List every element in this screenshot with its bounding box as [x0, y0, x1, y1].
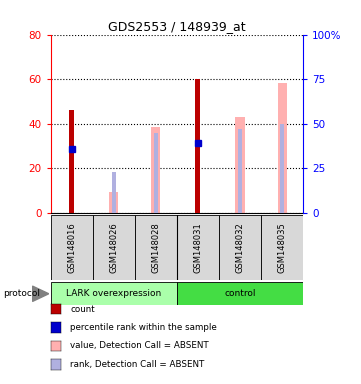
- Title: GDS2553 / 148939_at: GDS2553 / 148939_at: [108, 20, 246, 33]
- Bar: [154, 133, 158, 213]
- Bar: [151, 127, 160, 213]
- Text: GSM148026: GSM148026: [109, 222, 118, 273]
- Bar: [177, 282, 303, 305]
- Bar: [177, 215, 219, 280]
- Text: GSM148016: GSM148016: [67, 222, 76, 273]
- Bar: [112, 172, 116, 213]
- Text: control: control: [224, 289, 256, 298]
- Text: GSM148031: GSM148031: [193, 222, 203, 273]
- Bar: [135, 215, 177, 280]
- Bar: [278, 83, 287, 213]
- Text: LARK overexpression: LARK overexpression: [66, 289, 161, 298]
- Bar: [109, 192, 118, 213]
- Text: GSM148028: GSM148028: [151, 222, 160, 273]
- Bar: [93, 215, 135, 280]
- Bar: [219, 215, 261, 280]
- Bar: [235, 117, 245, 213]
- Bar: [280, 124, 284, 213]
- Bar: [51, 282, 177, 305]
- Bar: [195, 79, 200, 213]
- Bar: [69, 111, 74, 213]
- Text: GSM148035: GSM148035: [278, 222, 287, 273]
- Text: percentile rank within the sample: percentile rank within the sample: [70, 323, 217, 332]
- Text: count: count: [70, 305, 95, 314]
- Text: value, Detection Call = ABSENT: value, Detection Call = ABSENT: [70, 341, 209, 351]
- Bar: [261, 215, 303, 280]
- Text: protocol: protocol: [4, 289, 40, 298]
- Polygon shape: [32, 286, 49, 301]
- Text: GSM148032: GSM148032: [236, 222, 244, 273]
- Bar: [238, 129, 242, 213]
- Bar: [51, 215, 93, 280]
- Text: rank, Detection Call = ABSENT: rank, Detection Call = ABSENT: [70, 360, 205, 369]
